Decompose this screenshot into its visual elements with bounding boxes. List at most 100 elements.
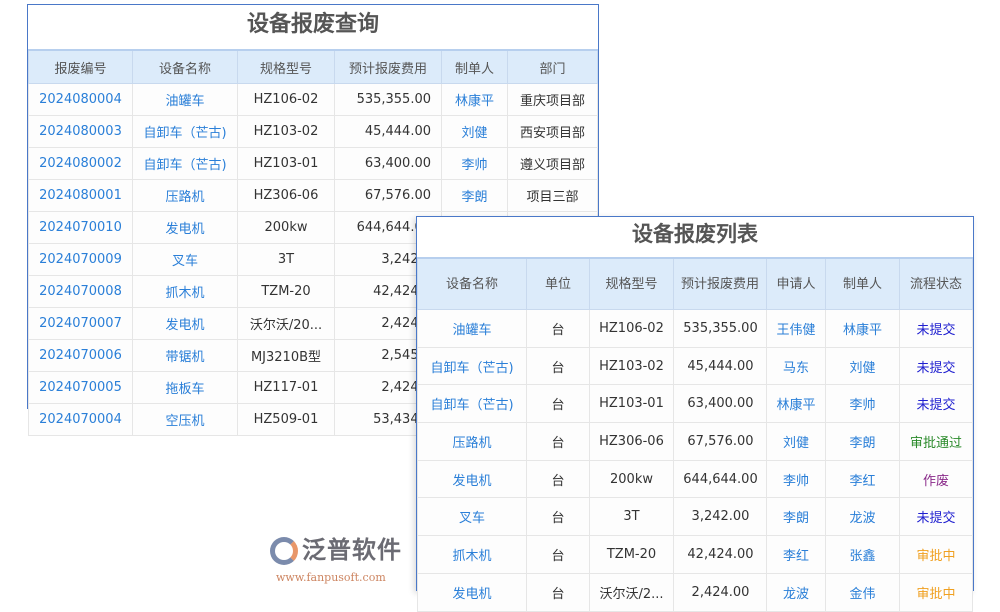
table-row[interactable]: 油罐车台 HZ106-02 535,355.00 王伟健 林康平 未提交	[417, 309, 973, 348]
model-cell: HZ509-01	[237, 403, 335, 436]
watermark-name: 泛普软件	[302, 536, 402, 564]
scrap-id-link[interactable]: 2024070004	[28, 403, 133, 436]
scrap-id-link[interactable]: 2024070005	[28, 371, 133, 404]
table-row[interactable]: 抓木机台 TZM-20 42,424.00 李红 张鑫 审批中	[417, 535, 973, 574]
cost-cell: 535,355.00	[334, 83, 442, 116]
cost-cell: 535,355.00	[673, 309, 767, 348]
equipment-name-link[interactable]: 油罐车	[417, 309, 527, 348]
applicant-link[interactable]: 李帅	[766, 459, 826, 499]
column-header[interactable]: 单位	[526, 257, 590, 310]
table-row[interactable]: 2024080001 压路机 HZ306-06 67,576.00 李朗 项目三部	[28, 179, 598, 212]
creator-link[interactable]: 金伟	[825, 572, 900, 612]
cost-cell: 3,242.00	[673, 497, 767, 537]
table-row[interactable]: 发电机台沃尔沃/2... 2,424.00 龙波 金伟 审批中	[417, 572, 973, 612]
table-row[interactable]: 发电机台 200kw 644,644.00 李帅 李红 作废	[417, 459, 973, 499]
creator-link[interactable]: 李帅	[441, 147, 508, 180]
creator-link[interactable]: 刘健	[441, 115, 508, 148]
column-header[interactable]: 规格型号	[237, 49, 335, 84]
creator-link[interactable]: 刘健	[825, 346, 900, 386]
department-cell: 西安项目部	[507, 115, 598, 148]
column-header[interactable]: 申请人	[766, 257, 826, 310]
equipment-name-link[interactable]: 空压机	[132, 403, 238, 436]
scrap-id-link[interactable]: 2024080003	[28, 115, 133, 148]
cost-cell: 63,400.00	[334, 147, 442, 180]
table-row[interactable]: 叉车台 3T 3,242.00 李朗 龙波 未提交	[417, 497, 973, 537]
equipment-name-link[interactable]: 压路机	[132, 179, 238, 212]
column-header[interactable]: 预计报废费用	[334, 49, 442, 84]
scrap-id-link[interactable]: 2024070009	[28, 243, 133, 276]
model-cell: MJ3210B型	[237, 339, 335, 372]
creator-link[interactable]: 李红	[825, 459, 900, 499]
model-cell: HZ103-01	[589, 384, 674, 424]
equipment-name-link[interactable]: 发电机	[417, 459, 527, 499]
department-cell: 项目三部	[507, 179, 598, 212]
applicant-link[interactable]: 李红	[766, 535, 826, 574]
table-row[interactable]: 2024080002 自卸车（芒古) HZ103-01 63,400.00 李帅 遵义项目…	[28, 147, 598, 180]
scrap-id-link[interactable]: 2024070007	[28, 307, 133, 340]
cost-cell: 67,576.00	[334, 179, 442, 212]
column-header[interactable]: 设备名称	[417, 257, 527, 310]
model-cell: 200kw	[237, 211, 335, 244]
equipment-name-link[interactable]: 抓木机	[132, 275, 238, 308]
creator-link[interactable]: 张鑫	[825, 535, 900, 574]
model-cell: HZ306-06	[237, 179, 335, 212]
scrap-id-link[interactable]: 2024080004	[28, 83, 133, 116]
column-header[interactable]: 制单人	[441, 49, 508, 84]
model-cell: HZ117-01	[237, 371, 335, 404]
creator-link[interactable]: 林康平	[825, 309, 900, 348]
scrap-id-link[interactable]: 2024070010	[28, 211, 133, 244]
model-cell: HZ103-02	[589, 346, 674, 386]
column-header[interactable]: 报废编号	[28, 49, 133, 84]
model-cell: 200kw	[589, 459, 674, 499]
applicant-link[interactable]: 刘健	[766, 422, 826, 461]
creator-link[interactable]: 李朗	[825, 422, 900, 461]
creator-link[interactable]: 林康平	[441, 83, 508, 116]
creator-link[interactable]: 李帅	[825, 384, 900, 424]
equipment-name-link[interactable]: 发电机	[132, 307, 238, 340]
scrap-id-link[interactable]: 2024080001	[28, 179, 133, 212]
equipment-name-link[interactable]: 油罐车	[132, 83, 238, 116]
column-header[interactable]: 设备名称	[132, 49, 238, 84]
equipment-name-link[interactable]: 自卸车（芒古)	[417, 384, 527, 424]
equipment-name-link[interactable]: 拖板车	[132, 371, 238, 404]
creator-link[interactable]: 龙波	[825, 497, 900, 537]
table-row[interactable]: 自卸车（芒古) 台 HZ103-01 63,400.00 林康平 李帅 未提交	[417, 384, 973, 424]
column-header[interactable]: 制单人	[825, 257, 900, 310]
applicant-link[interactable]: 马东	[766, 346, 826, 386]
unit-cell: 台	[526, 497, 590, 537]
table-row[interactable]: 自卸车（芒古) 台 HZ103-02 45,444.00 马东 刘健 未提交	[417, 346, 973, 386]
scrap-id-link[interactable]: 2024080002	[28, 147, 133, 180]
scrap-id-link[interactable]: 2024070008	[28, 275, 133, 308]
unit-cell: 台	[526, 309, 590, 348]
equipment-name-link[interactable]: 发电机	[417, 572, 527, 612]
applicant-link[interactable]: 王伟健	[766, 309, 826, 348]
equipment-name-link[interactable]: 自卸车（芒古)	[417, 346, 527, 386]
applicant-link[interactable]: 林康平	[766, 384, 826, 424]
status-cell: 审批通过	[899, 422, 973, 461]
column-header[interactable]: 部门	[507, 49, 598, 84]
unit-cell: 台	[526, 346, 590, 386]
applicant-link[interactable]: 龙波	[766, 572, 826, 612]
column-header[interactable]: 规格型号	[589, 257, 674, 310]
table-row[interactable]: 压路机台 HZ306-06 67,576.00 刘健 李朗 审批通过	[417, 422, 973, 461]
equipment-name-link[interactable]: 抓木机	[417, 535, 527, 574]
equipment-name-link[interactable]: 叉车	[132, 243, 238, 276]
equipment-name-link[interactable]: 带锯机	[132, 339, 238, 372]
equipment-name-link[interactable]: 自卸车（芒古)	[132, 115, 238, 148]
scrap-id-link[interactable]: 2024070006	[28, 339, 133, 372]
model-cell: HZ106-02	[237, 83, 335, 116]
creator-link[interactable]: 李朗	[441, 179, 508, 212]
cost-cell: 42,424.00	[673, 535, 767, 574]
column-header[interactable]: 流程状态	[899, 257, 973, 310]
equipment-name-link[interactable]: 压路机	[417, 422, 527, 461]
table-row[interactable]: 2024080003 自卸车（芒古) HZ103-02 45,444.00 刘健 西安项目…	[28, 115, 598, 148]
cost-cell: 644,644.00	[673, 459, 767, 499]
equipment-name-link[interactable]: 叉车	[417, 497, 527, 537]
applicant-link[interactable]: 李朗	[766, 497, 826, 537]
equipment-name-link[interactable]: 自卸车（芒古)	[132, 147, 238, 180]
equipment-name-link[interactable]: 发电机	[132, 211, 238, 244]
table-row[interactable]: 2024080004 油罐车 HZ106-02 535,355.00 林康平 重庆项目部	[28, 83, 598, 116]
column-header[interactable]: 预计报废费用	[673, 257, 767, 310]
status-cell: 未提交	[899, 309, 973, 348]
department-cell: 重庆项目部	[507, 83, 598, 116]
